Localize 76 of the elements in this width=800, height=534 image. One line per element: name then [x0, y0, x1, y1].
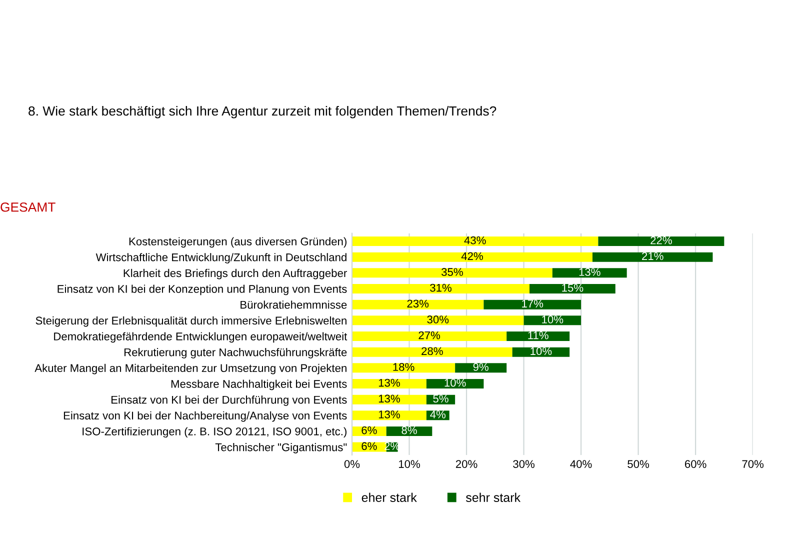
- x-tick-label: 10%: [398, 460, 420, 468]
- data-label: 8%: [402, 426, 417, 434]
- y-tick-label: Einsatz von KI bei der Nachbereitung/Analyse von Events: [64, 411, 347, 422]
- data-label: 21%: [642, 252, 664, 260]
- y-tick-label: Technischer "Gigantismus": [215, 443, 347, 454]
- bar: [592, 252, 713, 262]
- data-label: 6%: [362, 442, 377, 450]
- bar: [484, 300, 582, 310]
- bar: [352, 236, 598, 246]
- y-tick-label: Akuter Mangel an Mitarbeitenden zur Umsetzung von Projekten: [34, 364, 346, 374]
- data-label: 10%: [542, 316, 564, 324]
- x-tick-label: 30%: [513, 460, 534, 468]
- data-label: 15%: [562, 284, 584, 292]
- y-tick-label: Klarheit des Briefings durch den Auftraggeber: [124, 268, 347, 280]
- y-tick-label: Wirtschaftliche Entwicklung/Zukunft in Deutschland: [96, 253, 346, 264]
- y-tick-label: Kostensteigerungen (aus diversen Gründen): [129, 237, 346, 248]
- bar: [352, 410, 426, 420]
- x-tick-label: 50%: [628, 460, 650, 468]
- bar: [352, 378, 426, 388]
- data-label: 28%: [422, 347, 443, 356]
- x-tick-label: 0%: [344, 460, 360, 468]
- data-label: 42%: [461, 252, 483, 260]
- data-label: 13%: [378, 410, 400, 418]
- bar: [352, 316, 524, 326]
- bar: [426, 378, 484, 388]
- data-label: 10%: [444, 378, 466, 387]
- data-label: 22%: [650, 236, 672, 244]
- data-label: 10%: [530, 347, 552, 356]
- bar: [552, 268, 627, 278]
- data-label: 18%: [393, 363, 414, 371]
- bar: [352, 252, 592, 262]
- legend-label: sehr stark: [466, 492, 521, 502]
- y-tick-label: Einsatz von KI bei der Durchführung von Events: [112, 396, 347, 406]
- y-tick-label: ISO-Zertifizierungen (z. B. ISO 20121, ISO 9001, etc.): [82, 427, 346, 438]
- bar: [386, 426, 432, 436]
- chart-title: 8. Wie stark beschäftigt sich Ihre Agentur zurzeit mit folgenden Themen/Trends?: [28, 106, 496, 118]
- x-tick-label: 20%: [456, 460, 478, 468]
- data-label: 31%: [430, 284, 452, 292]
- data-label: 30%: [427, 316, 449, 324]
- x-tick-label: 70%: [742, 460, 764, 468]
- bar: [506, 332, 570, 341]
- data-label: 17%: [522, 300, 544, 308]
- y-tick-label: Demokratiegefährdende Entwicklungen europaweit/weltweit: [54, 332, 348, 343]
- x-tick-label: 60%: [684, 460, 706, 468]
- data-label: 6%: [362, 426, 377, 434]
- data-label: 27%: [418, 331, 440, 340]
- data-label: 13%: [378, 394, 400, 403]
- y-tick-label: Bürokratiehemmnisse: [240, 300, 347, 309]
- data-label: 23%: [407, 300, 429, 308]
- text: GESAMT: [0, 202, 56, 212]
- bar: [352, 300, 484, 310]
- bar: [598, 236, 724, 246]
- data-label: 11%: [528, 331, 548, 340]
- data-label: 4%: [430, 410, 446, 418]
- bar: [352, 347, 512, 357]
- bar: [352, 268, 552, 278]
- data-label: 35%: [442, 268, 463, 276]
- bar: [352, 363, 456, 373]
- legend-label: eher stark: [362, 492, 417, 502]
- x-tick-label: 40%: [570, 460, 592, 468]
- bar: [352, 332, 507, 341]
- bar: [524, 316, 582, 326]
- bar: [455, 363, 507, 373]
- data-label: 9%: [473, 363, 488, 371]
- data-label: 5%: [433, 394, 448, 403]
- y-tick-label: Rekrutierung guter Nachwuchsführungskräfte: [124, 348, 347, 358]
- bar: [352, 284, 530, 294]
- bar: [529, 284, 616, 294]
- bar: [352, 394, 426, 404]
- data-label: 43%: [464, 236, 486, 244]
- y-tick-label: Messbare Nachhaltigkeit bei Events: [171, 380, 347, 390]
- y-tick-label: Steigerung der Erlebnisqualität durch immersive Erlebniswelten: [36, 316, 346, 327]
- data-label: 13%: [378, 378, 400, 387]
- bar: [512, 347, 570, 357]
- y-tick-label: Einsatz von KI bei der Konzeption und Planung von Events: [58, 284, 347, 296]
- data-label: 13%: [579, 268, 600, 276]
